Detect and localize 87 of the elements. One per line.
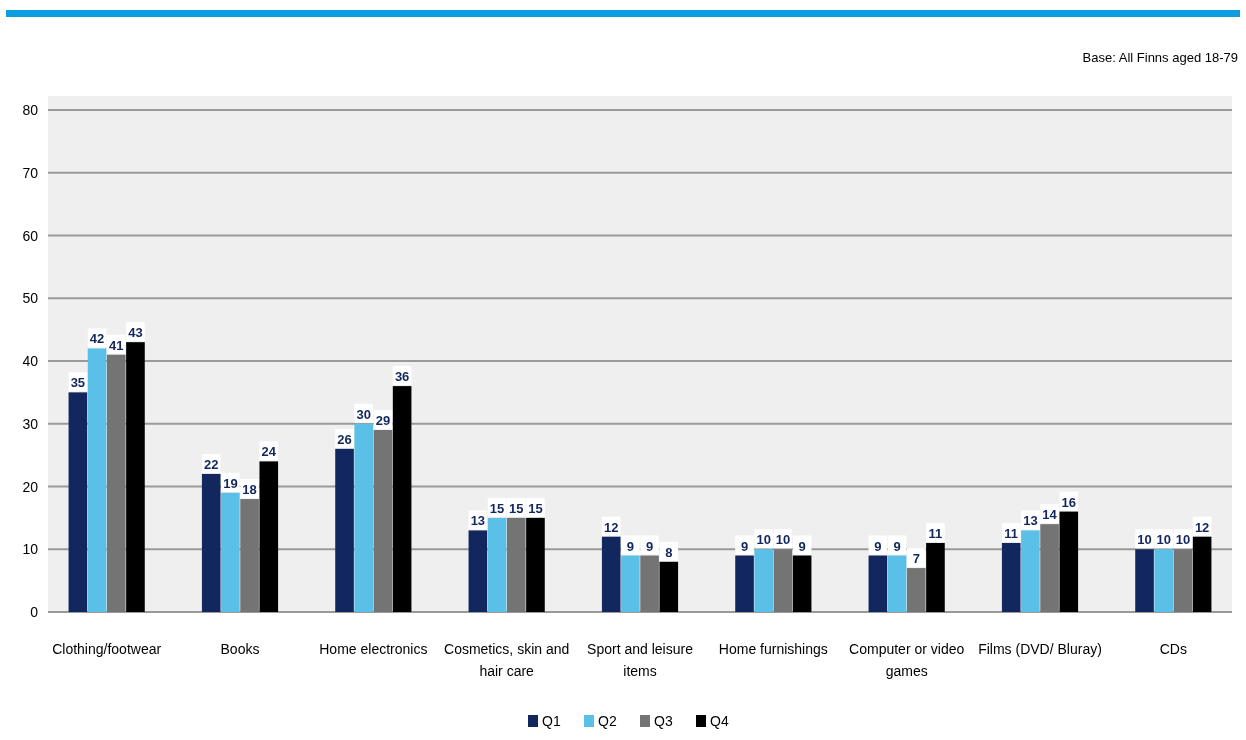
- bar: [259, 461, 279, 612]
- data-label: 15: [528, 500, 543, 516]
- y-tick-label: 50: [22, 290, 39, 307]
- y-tick-label: 40: [22, 353, 39, 369]
- data-label: 12: [1194, 519, 1210, 535]
- bar: [240, 499, 259, 612]
- data-label: 36: [394, 369, 410, 385]
- data-label: 9: [893, 538, 901, 554]
- data-label: 11: [1004, 525, 1019, 541]
- data-label: 9: [626, 538, 635, 554]
- data-label: 15: [489, 500, 505, 516]
- x-tick-label: Films (DVD/ Bluray): [978, 641, 1102, 657]
- text: Base: All Finns aged 18-79: [1082, 50, 1238, 65]
- data-label: 43: [128, 325, 143, 341]
- bar: [1192, 536, 1212, 612]
- bar: [487, 517, 507, 612]
- legend-label: Q4: [710, 713, 729, 729]
- data-label: 12: [603, 519, 619, 535]
- data-label: 22: [203, 456, 219, 472]
- data-label: 14: [1042, 507, 1058, 523]
- data-label: 9: [645, 538, 654, 554]
- bar: [87, 348, 107, 612]
- bar: [773, 549, 793, 612]
- data-label: 26: [337, 431, 352, 447]
- data-label: 29: [375, 413, 391, 429]
- bar: [106, 354, 126, 612]
- x-tick-label: Cosmetics, skin and hair care: [444, 641, 570, 679]
- data-label: 16: [1061, 494, 1077, 510]
- bar: [1021, 530, 1040, 612]
- bar: [1135, 549, 1154, 612]
- data-label: 10: [775, 532, 791, 548]
- data-label: 13: [1023, 513, 1038, 529]
- bar: [1154, 549, 1174, 612]
- y-tick-label: 0: [30, 604, 39, 620]
- legend-label: Q1: [542, 713, 561, 729]
- data-label: 24: [261, 444, 277, 460]
- data-label: 11: [928, 525, 943, 541]
- x-tick-label: Clothing/footwear: [52, 641, 162, 657]
- x-tick-label: Sport and leisure items: [587, 641, 694, 679]
- data-label: 35: [70, 375, 86, 391]
- data-label: 13: [470, 513, 486, 529]
- y-tick-label: 10: [22, 541, 39, 558]
- data-label: 9: [874, 538, 882, 554]
- bar: [126, 342, 145, 612]
- y-tick-label: 80: [22, 102, 39, 118]
- x-tick-label: Books: [220, 641, 260, 657]
- bar: [1001, 542, 1021, 612]
- y-tick-label: 60: [22, 227, 39, 244]
- data-label: 10: [1175, 532, 1191, 548]
- bar: [1040, 524, 1059, 612]
- bar: [526, 517, 545, 612]
- data-label: 18: [242, 482, 257, 498]
- data-label: 41: [109, 337, 124, 353]
- data-label: 10: [1156, 532, 1171, 548]
- data-label: 9: [740, 538, 749, 554]
- y-tick-label: 20: [22, 478, 39, 495]
- y-tick-label: 70: [22, 164, 39, 181]
- data-label: 15: [509, 500, 524, 516]
- bar: [335, 448, 354, 612]
- x-tick-label: Computer or video games: [849, 641, 965, 679]
- data-label: 8: [665, 544, 673, 560]
- bar: [221, 492, 240, 612]
- data-label: 42: [89, 331, 105, 347]
- x-tick-label: Home furnishings: [718, 641, 828, 657]
- bar: [468, 530, 488, 612]
- data-label: 9: [798, 538, 806, 554]
- bar: [601, 536, 621, 612]
- bar: [1059, 511, 1079, 612]
- data-label: 10: [756, 532, 771, 548]
- bar: [926, 542, 945, 612]
- legend-label: Q2: [598, 713, 617, 729]
- bar: [754, 549, 774, 612]
- bar: [506, 517, 526, 612]
- bar: [68, 392, 88, 612]
- bar: [392, 386, 412, 612]
- x-tick-label: CDs: [1159, 641, 1187, 657]
- data-label: 30: [356, 406, 371, 422]
- bar: [1173, 549, 1193, 612]
- data-label: 19: [223, 475, 238, 491]
- data-label: 7: [912, 551, 920, 567]
- y-tick-label: 30: [22, 415, 39, 432]
- bar: [201, 473, 221, 612]
- bar: [373, 430, 393, 612]
- x-tick-label: Home electronics: [319, 641, 428, 657]
- legend-label: Q3: [654, 713, 673, 729]
- bar: [354, 423, 374, 612]
- data-label: 10: [1137, 532, 1152, 548]
